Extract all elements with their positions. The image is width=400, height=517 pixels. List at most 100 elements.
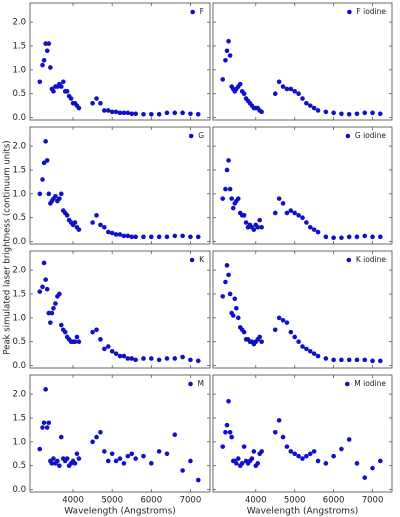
y-tick-label: 1.5 xyxy=(12,165,26,175)
point xyxy=(121,461,127,466)
point xyxy=(304,346,309,352)
point xyxy=(378,358,383,364)
point xyxy=(40,177,45,182)
point xyxy=(323,109,329,115)
point xyxy=(234,461,239,466)
y-tick-label: 1.0 xyxy=(12,437,26,447)
point xyxy=(121,353,127,359)
point xyxy=(74,451,80,457)
point xyxy=(94,96,99,101)
point xyxy=(109,109,115,115)
point xyxy=(117,232,123,237)
point xyxy=(51,456,56,461)
point xyxy=(223,430,228,435)
point xyxy=(226,38,231,44)
point xyxy=(44,48,50,54)
point xyxy=(72,461,78,466)
point xyxy=(280,84,286,89)
point xyxy=(230,205,236,211)
point xyxy=(90,220,95,225)
point xyxy=(229,434,234,440)
point xyxy=(195,234,201,240)
point xyxy=(117,353,123,359)
point xyxy=(141,234,146,240)
point xyxy=(113,109,119,115)
point xyxy=(370,465,375,471)
point xyxy=(288,86,294,92)
point xyxy=(323,234,329,240)
point xyxy=(276,315,282,321)
point xyxy=(241,444,247,449)
point xyxy=(354,357,360,363)
point xyxy=(323,356,329,361)
point xyxy=(237,81,243,87)
plot-frame xyxy=(212,126,393,245)
point xyxy=(223,186,228,192)
point xyxy=(59,434,64,440)
point xyxy=(105,458,111,464)
point xyxy=(255,461,261,466)
point xyxy=(102,449,107,454)
point xyxy=(51,89,56,94)
point xyxy=(378,111,383,117)
point xyxy=(251,227,257,232)
point xyxy=(224,48,230,54)
x-tick-label: 6000 xyxy=(140,496,162,506)
point xyxy=(241,91,247,97)
point xyxy=(227,291,233,297)
point xyxy=(362,475,368,480)
point xyxy=(113,232,119,237)
legend-marker xyxy=(188,133,194,139)
point xyxy=(44,158,50,163)
point xyxy=(255,224,261,230)
point xyxy=(44,425,50,430)
point xyxy=(227,53,233,58)
point xyxy=(188,234,193,240)
point xyxy=(307,451,313,457)
point xyxy=(292,451,298,457)
point xyxy=(37,446,43,452)
point xyxy=(195,477,201,483)
point xyxy=(57,463,62,469)
point xyxy=(141,453,146,459)
plot-frame xyxy=(212,374,393,493)
point xyxy=(64,213,70,218)
point xyxy=(284,444,290,449)
point xyxy=(331,357,336,363)
point xyxy=(296,91,301,97)
point xyxy=(241,329,247,335)
point xyxy=(172,110,178,116)
point xyxy=(55,458,60,464)
point xyxy=(378,234,383,240)
y-tick-label: 2.0 xyxy=(12,142,26,152)
legend-marker xyxy=(344,381,350,387)
point xyxy=(292,210,298,216)
point xyxy=(292,89,298,94)
point xyxy=(109,451,115,457)
point xyxy=(59,322,64,328)
point xyxy=(315,229,321,235)
x-tick-label: 5000 xyxy=(101,496,123,506)
point xyxy=(90,100,95,106)
point xyxy=(141,356,146,361)
point xyxy=(229,196,234,201)
point xyxy=(224,263,230,268)
point xyxy=(37,79,43,85)
point xyxy=(315,108,321,113)
plot-frame xyxy=(29,2,211,121)
point xyxy=(272,327,278,333)
legend-label: F xyxy=(200,7,204,16)
point xyxy=(232,296,238,302)
point xyxy=(172,432,178,437)
point xyxy=(109,230,115,236)
y-tick-label: 1.5 xyxy=(12,289,26,299)
point xyxy=(223,279,228,285)
point xyxy=(64,456,70,461)
point xyxy=(59,191,64,197)
point xyxy=(129,234,135,240)
legend-label: G xyxy=(198,131,204,140)
point xyxy=(41,160,47,166)
point xyxy=(117,456,123,461)
point xyxy=(296,213,301,218)
